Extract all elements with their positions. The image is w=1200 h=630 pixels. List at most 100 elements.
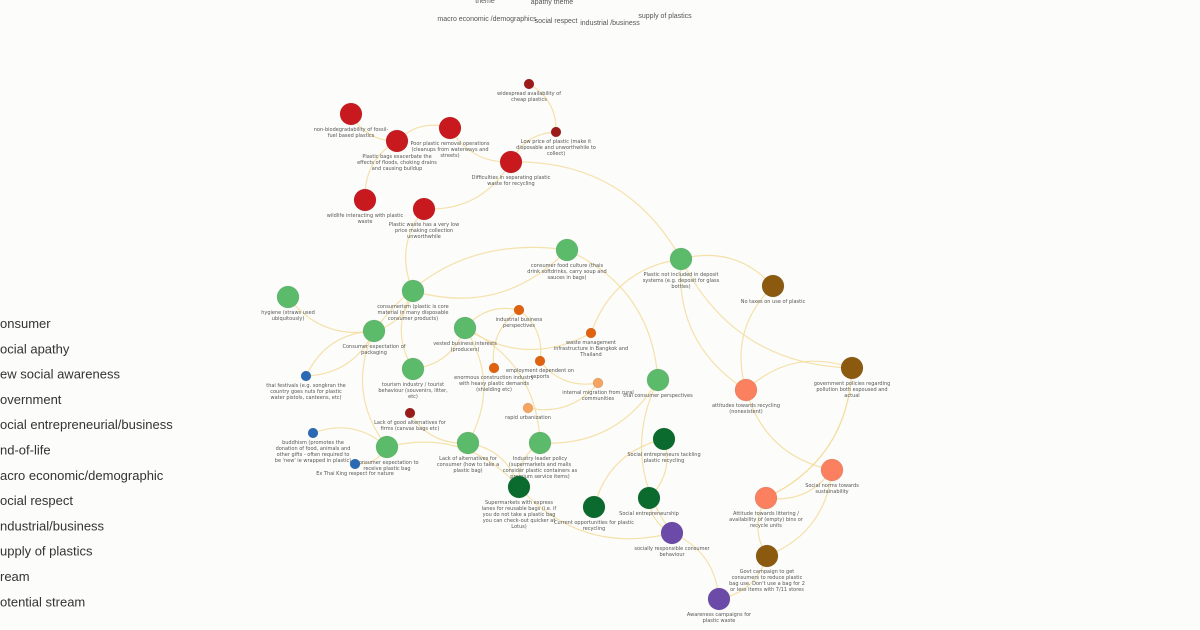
edge — [464, 327, 541, 444]
node-label-box: non-biodegradability of fossil-fuel base… — [313, 127, 389, 139]
node-label-box: Ex Thai King respect for nature — [316, 471, 394, 477]
node — [534, 355, 546, 367]
node-label-box: Plastic waste has a very low price makin… — [388, 222, 460, 240]
node-label: Poor plastic removal operations (cleanup… — [410, 141, 490, 159]
legend-label: otential stream — [0, 594, 85, 609]
edge — [539, 360, 599, 385]
node — [637, 486, 661, 510]
node-label-box: Govt campaign to get consumers to reduce… — [729, 569, 805, 593]
legend-label: ew social awareness — [0, 367, 120, 382]
node — [734, 378, 758, 402]
node-label-box: Consumer expectation of packaging — [342, 344, 406, 356]
edge — [593, 438, 665, 508]
node — [646, 368, 670, 392]
edge — [745, 360, 853, 391]
node-label: Difficulties in separating plastic waste… — [471, 175, 551, 187]
node-label-box: Social entrepreneurs tackling plastic re… — [627, 452, 700, 464]
node-label: wildlife interacting with plastic waste — [326, 213, 404, 225]
node — [353, 188, 377, 212]
node — [276, 285, 300, 309]
node-label-box: Plastic bags exacerbate the effects of f… — [357, 154, 437, 172]
legend-label: overnment — [0, 392, 62, 407]
node-label: enormous construction industry with heav… — [454, 375, 534, 393]
legend-label: onsumer — [0, 316, 51, 331]
node — [582, 495, 606, 519]
node-label: non-biodegradability of fossil-fuel base… — [313, 127, 389, 139]
node-label: internal migration from rural communitie… — [562, 390, 634, 402]
node-label-box: tourism industry / tourist behaviour (so… — [378, 382, 447, 400]
edge — [740, 285, 774, 391]
edge — [528, 83, 557, 133]
edge — [590, 258, 682, 334]
node-label-box: internal migration from rural communitie… — [562, 390, 634, 402]
node — [585, 327, 597, 339]
edge — [745, 389, 833, 471]
node-label: Industry leader policy (supermarkets and… — [502, 456, 578, 480]
node-label: Current opportunities for plastic recycl… — [554, 520, 634, 532]
node-label-box: Social norms towards sustainability — [805, 483, 859, 495]
node — [404, 407, 416, 419]
node — [820, 458, 844, 482]
node — [761, 274, 785, 298]
top-legend-label: industrial /business — [580, 20, 640, 27]
node-label: industrial business perspectives — [495, 317, 543, 329]
node-label: No taxes on use of plastic — [740, 299, 806, 305]
node-label-box: Lack of good alternatives for firms (can… — [374, 420, 446, 432]
node-label: widespread availability of cheap plastic… — [497, 91, 561, 103]
node-label: Awareness campaigns for plastic waste — [686, 612, 752, 624]
node-label-box: Difficulties in separating plastic waste… — [471, 175, 551, 187]
node-label-box: Consumer expectation to receive plastic … — [355, 460, 418, 472]
node-label: government policies regarding pollution … — [813, 381, 891, 399]
top-legend-label: theme — [475, 0, 495, 5]
node-label-box: Social entrepreneurship — [619, 511, 679, 517]
node-label-box: attitudes towards recycling (nonexistent… — [712, 403, 780, 415]
node-label-box: Current opportunities for plastic recycl… — [554, 520, 634, 532]
node — [488, 362, 500, 374]
node — [513, 304, 525, 316]
edge — [680, 258, 853, 369]
node — [707, 587, 731, 611]
node-label-box: Plastic not included in deposit systems … — [643, 272, 720, 290]
node-label-box: thai festivals (e.g. songkran the countr… — [266, 383, 346, 401]
node — [652, 427, 676, 451]
node-label-box: Lack of alternatives for consumer (how t… — [437, 456, 499, 474]
edge — [361, 330, 388, 448]
top-legend-label: social respect — [535, 18, 578, 25]
node — [528, 431, 552, 455]
node-label: Lack of good alternatives for firms (can… — [374, 420, 446, 432]
legend-label: ocial apathy — [0, 341, 70, 356]
node-label: buddhism (promotes the donation of food,… — [274, 440, 352, 464]
node-label: Govt campaign to get consumers to reduce… — [729, 569, 805, 593]
edge — [680, 254, 774, 287]
edge — [423, 161, 512, 210]
edge — [539, 379, 659, 444]
node-label-box: Industry leader policy (supermarkets and… — [502, 456, 578, 480]
node-label: rapid urbanization — [505, 415, 551, 421]
legend-label: ream — [0, 569, 30, 584]
top-legend-label: awareness theme — [581, 0, 636, 2]
legend-label: ocial entrepreneurial/business — [0, 417, 173, 432]
node-label-box: No taxes on use of plastic — [740, 299, 806, 305]
node — [522, 402, 534, 414]
node-label-box: waste management infrastructure in Bangk… — [553, 340, 629, 358]
node-label-box: consumerism (plastic is core material in… — [377, 304, 449, 322]
edge — [464, 327, 485, 444]
node-label-box: thai consumer perspectives — [623, 393, 692, 399]
node — [349, 458, 361, 470]
node-label: Consumer expectation of packaging — [342, 344, 406, 356]
node — [385, 129, 409, 153]
legend-label: upply of plastics — [0, 544, 93, 559]
top-legend-label: supply of plastics — [638, 13, 692, 20]
node-label: Social entrepreneurship — [619, 511, 679, 517]
node-label: thai festivals (e.g. songkran the countr… — [266, 383, 346, 401]
node-label: waste management infrastructure in Bangk… — [553, 340, 629, 358]
node-label: Ex Thai King respect for nature — [316, 471, 394, 477]
edge — [679, 258, 747, 391]
node-label: Plastic waste has a very low price makin… — [388, 222, 460, 240]
node — [401, 279, 425, 303]
legend-label: ocial respect — [0, 493, 73, 508]
node-label: employment dependent on exports — [505, 368, 575, 380]
edge — [566, 249, 659, 381]
node-label-box: Low price of plastic (make it disposable… — [516, 139, 596, 157]
